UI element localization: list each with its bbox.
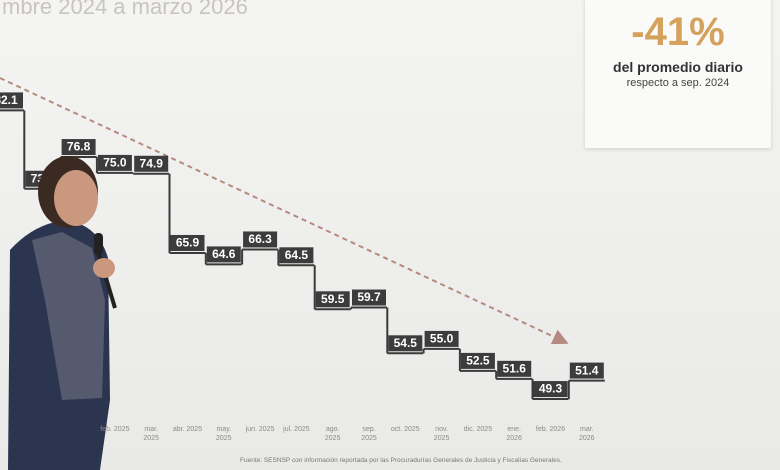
value-box: [243, 231, 278, 248]
value-label: 52.5: [466, 354, 490, 368]
callout-card: -41% del promedio diario respecto a sep.…: [585, 0, 771, 148]
value-box: [533, 381, 568, 398]
value-label: 51.4: [575, 363, 599, 377]
value-label: 66.3: [248, 232, 272, 246]
value-label: 49.3: [539, 382, 563, 396]
value-box: [569, 362, 604, 379]
value-label: 51.6: [503, 361, 527, 375]
x-tick-label: jul. 2025: [283, 426, 310, 433]
x-tick-label: dic. 2025: [463, 426, 493, 433]
x-tick-label: nov. 2025: [433, 426, 450, 442]
x-tick-label: mar. 2026: [579, 426, 595, 442]
value-box: [170, 234, 205, 251]
value-box: [315, 291, 350, 308]
value-label: 75.0: [103, 156, 127, 170]
value-box: [61, 139, 96, 156]
x-tick-label: may. 2025: [216, 426, 232, 442]
x-tick-label: ene. 2026: [506, 426, 522, 442]
value-box: [134, 155, 169, 172]
x-tick-label: jun. 2025: [245, 426, 275, 433]
value-label: 74.9: [140, 156, 164, 170]
value-label: 59.7: [357, 290, 381, 304]
value-box: [388, 335, 423, 352]
value-box: [424, 330, 459, 347]
value-label: 64.5: [285, 248, 309, 262]
value-label: 73.2: [31, 171, 55, 185]
value-label: 55.0: [430, 332, 454, 346]
x-tick-label: feb. 2026: [535, 426, 566, 433]
value-label: 76.8: [67, 140, 91, 154]
trend-arrow: [0, 77, 569, 345]
x-tick-label: mar. 2025: [143, 426, 159, 442]
chart-title: mbre 2024 a marzo 2026: [2, 0, 248, 19]
value-label: 65.9: [176, 236, 200, 250]
value-box: [497, 360, 532, 377]
x-tick-label: ago. 2025: [324, 426, 341, 442]
value-box: [97, 154, 132, 171]
x-tick-label: sep. 2025: [361, 426, 377, 442]
value-box: [206, 246, 241, 263]
x-tick-label: feb. 2025: [100, 426, 130, 433]
x-tick-label: abr. 2025: [172, 426, 203, 433]
callout-value: -41%: [631, 10, 725, 54]
value-box: [279, 247, 314, 264]
callout-line: respecto a sep. 2024: [626, 77, 730, 89]
value-label: 82.1: [0, 93, 18, 107]
value-box: [460, 352, 495, 369]
source-note: Fuente: SESNSP con información reportada…: [240, 457, 562, 464]
value-label: 59.5: [321, 292, 345, 306]
value-label: 54.5: [394, 336, 418, 350]
value-label: 64.6: [212, 247, 236, 261]
callout-line: del promedio diario: [613, 59, 743, 75]
value-box: [0, 92, 23, 109]
x-tick-label: oct. 2025: [390, 426, 420, 433]
value-box: [352, 289, 386, 306]
